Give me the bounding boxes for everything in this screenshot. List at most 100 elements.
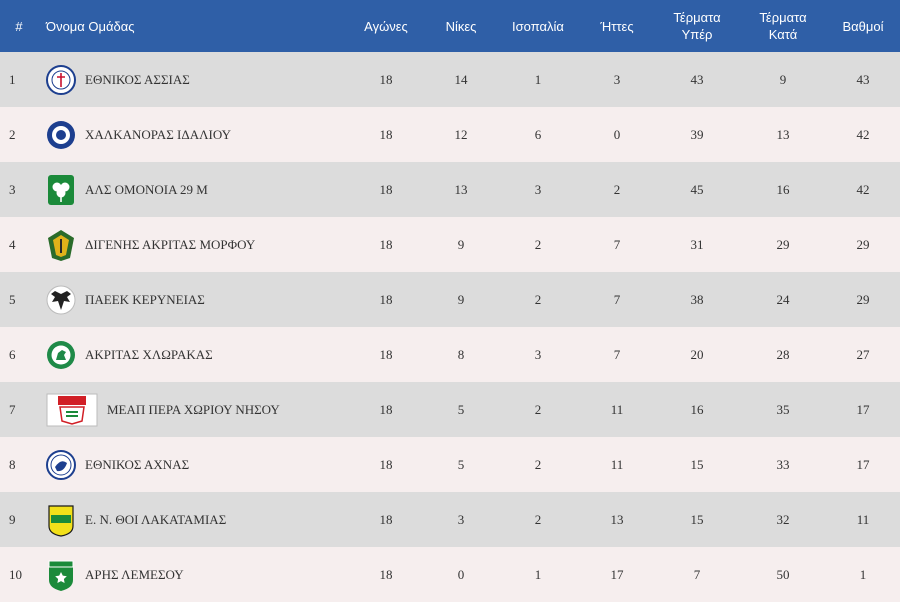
rank-cell: 3 bbox=[9, 181, 16, 197]
wins-cell: 0 bbox=[457, 566, 465, 582]
team-name[interactable]: ΜΕΑΠ ΠΕΡΑ ΧΩΡΙΟΥ ΝΗΣΟΥ bbox=[107, 401, 280, 417]
team-name[interactable]: ΔΙΓΕΝΗΣ ΑΚΡΙΤΑΣ ΜΟΡΦΟΥ bbox=[85, 236, 256, 252]
table-row[interactable]: 9 Ε. Ν. ΘΟΙ ΛΑΚΑΤΑΜΙΑΣ 18 3 2 13 15 32 1… bbox=[0, 492, 900, 547]
goals-against-cell: 9 bbox=[779, 71, 787, 87]
losses-cell: 11 bbox=[610, 456, 624, 472]
col-header-draws[interactable]: Ισοπαλία bbox=[512, 18, 564, 34]
draws-cell: 1 bbox=[534, 566, 542, 582]
goals-against-cell: 16 bbox=[776, 181, 790, 197]
ethnikos-achnas-crest-icon bbox=[46, 448, 76, 482]
rank-cell: 8 bbox=[9, 456, 16, 472]
goals-against-cell: 35 bbox=[776, 401, 790, 417]
double-headed-eagle-crest-icon bbox=[46, 283, 76, 317]
points-cell: 17 bbox=[856, 401, 870, 417]
team-name[interactable]: ΧΑΛΚΑΝΟΡΑΣ ΙΔΑΛΙΟΥ bbox=[85, 126, 231, 142]
table-row[interactable]: 4 ΔΙΓΕΝΗΣ ΑΚΡΙΤΑΣ ΜΟΡΦΟΥ 18 9 2 7 31 29 … bbox=[0, 217, 900, 272]
played-cell: 18 bbox=[379, 71, 393, 87]
goals-for-cell: 45 bbox=[690, 181, 704, 197]
team-cell: ΠΑΕΕΚ ΚΕΡΥΝΕΙΑΣ bbox=[38, 272, 346, 327]
col-header-played[interactable]: Αγώνες bbox=[364, 18, 408, 34]
col-header-goals-for-line1: Τέρματα bbox=[673, 10, 721, 25]
draws-cell: 2 bbox=[534, 236, 542, 252]
table-row[interactable]: 10 ΑΡΗΣ ΛΕΜΕΣΟΥ 18 0 1 17 7 50 1 bbox=[0, 547, 900, 602]
col-header-losses[interactable]: Ήττες bbox=[600, 18, 634, 34]
losses-cell: 17 bbox=[610, 566, 624, 582]
aris-crest-icon bbox=[46, 558, 76, 592]
col-header-team[interactable]: Όνομα Ομάδας bbox=[46, 18, 135, 34]
points-cell: 29 bbox=[856, 291, 870, 307]
table-row[interactable]: 7 ΜΕΑΠ ΠΕΡΑ ΧΩΡΙΟΥ ΝΗΣΟΥ 18 5 2 11 16 35… bbox=[0, 382, 900, 437]
goals-for-cell: 31 bbox=[690, 236, 704, 252]
team-name[interactable]: ΑΛΣ ΟΜΟΝΟΙΑ 29 Μ bbox=[85, 181, 208, 197]
rank-cell: 7 bbox=[9, 401, 16, 417]
table-row[interactable]: 5 ΠΑΕΕΚ ΚΕΡΥΝΕΙΑΣ 18 9 2 7 38 24 29 bbox=[0, 272, 900, 327]
played-cell: 18 bbox=[379, 511, 393, 527]
played-cell: 18 bbox=[379, 401, 393, 417]
rank-cell: 6 bbox=[9, 346, 16, 362]
ethnikos-assias-crest-icon bbox=[46, 63, 76, 97]
rank-cell: 10 bbox=[9, 566, 22, 582]
played-cell: 18 bbox=[379, 126, 393, 142]
goals-for-cell: 7 bbox=[693, 566, 701, 582]
wins-cell: 5 bbox=[457, 456, 465, 472]
team-name[interactable]: ΑΚΡΙΤΑΣ ΧΛΩΡΑΚΑΣ bbox=[85, 346, 213, 362]
team-cell: ΑΚΡΙΤΑΣ ΧΛΩΡΑΚΑΣ bbox=[38, 327, 346, 382]
team-cell: ΑΛΣ ΟΜΟΝΟΙΑ 29 Μ bbox=[38, 162, 346, 217]
col-header-rank[interactable]: # bbox=[15, 18, 23, 34]
draws-cell: 2 bbox=[534, 401, 542, 417]
akritas-horse-crest-icon bbox=[46, 338, 76, 372]
wins-cell: 9 bbox=[457, 291, 465, 307]
team-name[interactable]: ΑΡΗΣ ΛΕΜΕΣΟΥ bbox=[85, 566, 184, 582]
team-cell: ΔΙΓΕΝΗΣ ΑΚΡΙΤΑΣ ΜΟΡΦΟΥ bbox=[38, 217, 346, 272]
draws-cell: 2 bbox=[534, 291, 542, 307]
team-cell: ΑΡΗΣ ΛΕΜΕΣΟΥ bbox=[38, 547, 346, 602]
rank-cell: 9 bbox=[9, 511, 16, 527]
digenis-crest-icon bbox=[46, 228, 76, 262]
team-name[interactable]: ΠΑΕΕΚ ΚΕΡΥΝΕΙΑΣ bbox=[85, 291, 205, 307]
points-cell: 27 bbox=[856, 346, 870, 362]
col-header-goals-against-line1: Τέρματα bbox=[759, 10, 807, 25]
col-header-goals-for[interactable]: Τέρματα Υπέρ bbox=[654, 0, 740, 52]
team-cell: ΕΘΝΙΚΟΣ ΑΣΣΙΑΣ bbox=[38, 52, 346, 107]
table-row[interactable]: 3 ΑΛΣ ΟΜΟΝΟΙΑ 29 Μ 18 13 3 2 45 16 42 bbox=[0, 162, 900, 217]
chalkanoras-crest-icon bbox=[46, 118, 76, 152]
points-cell: 42 bbox=[856, 126, 870, 142]
table-row[interactable]: 8 ΕΘΝΙΚΟΣ ΑΧΝΑΣ 18 5 2 11 15 33 17 bbox=[0, 437, 900, 492]
points-cell: 42 bbox=[856, 181, 870, 197]
rank-cell: 1 bbox=[9, 71, 16, 87]
losses-cell: 7 bbox=[613, 346, 621, 362]
goals-against-cell: 29 bbox=[776, 236, 790, 252]
points-cell: 11 bbox=[856, 511, 870, 527]
wins-cell: 14 bbox=[454, 71, 468, 87]
table-header-row: # Όνομα Ομάδας Αγώνες Νίκες Ισοπαλία Ήττ… bbox=[0, 0, 900, 52]
team-cell: Ε. Ν. ΘΟΙ ΛΑΚΑΤΑΜΙΑΣ bbox=[38, 492, 346, 547]
played-cell: 18 bbox=[379, 181, 393, 197]
points-cell: 29 bbox=[856, 236, 870, 252]
team-name[interactable]: Ε. Ν. ΘΟΙ ΛΑΚΑΤΑΜΙΑΣ bbox=[85, 511, 227, 527]
col-header-goals-against-line2: Κατά bbox=[768, 27, 798, 42]
table-row[interactable]: 1 ΕΘΝΙΚΟΣ ΑΣΣΙΑΣ 18 14 1 3 43 9 43 bbox=[0, 52, 900, 107]
goals-for-cell: 15 bbox=[690, 511, 704, 527]
draws-cell: 2 bbox=[534, 456, 542, 472]
table-row[interactable]: 2 ΧΑΛΚΑΝΟΡΑΣ ΙΔΑΛΙΟΥ 18 12 6 0 39 13 42 bbox=[0, 107, 900, 162]
team-name[interactable]: ΕΘΝΙΚΟΣ ΑΣΣΙΑΣ bbox=[85, 71, 190, 87]
table-row[interactable]: 6 ΑΚΡΙΤΑΣ ΧΛΩΡΑΚΑΣ 18 8 3 7 20 28 27 bbox=[0, 327, 900, 382]
team-name[interactable]: ΕΘΝΙΚΟΣ ΑΧΝΑΣ bbox=[85, 456, 190, 472]
goals-against-cell: 50 bbox=[776, 566, 790, 582]
thoi-crest-icon bbox=[46, 503, 76, 537]
goals-against-cell: 28 bbox=[776, 346, 790, 362]
goals-against-cell: 24 bbox=[776, 291, 790, 307]
losses-cell: 7 bbox=[613, 291, 621, 307]
col-header-wins[interactable]: Νίκες bbox=[445, 18, 477, 34]
draws-cell: 2 bbox=[534, 511, 542, 527]
draws-cell: 3 bbox=[534, 181, 542, 197]
col-header-points[interactable]: Βαθμοί bbox=[842, 18, 884, 34]
goals-against-cell: 32 bbox=[776, 511, 790, 527]
played-cell: 18 bbox=[379, 566, 393, 582]
losses-cell: 2 bbox=[613, 181, 621, 197]
col-header-goals-against[interactable]: Τέρματα Κατά bbox=[740, 0, 826, 52]
losses-cell: 0 bbox=[613, 126, 621, 142]
points-cell: 17 bbox=[856, 456, 870, 472]
points-cell: 43 bbox=[856, 71, 870, 87]
